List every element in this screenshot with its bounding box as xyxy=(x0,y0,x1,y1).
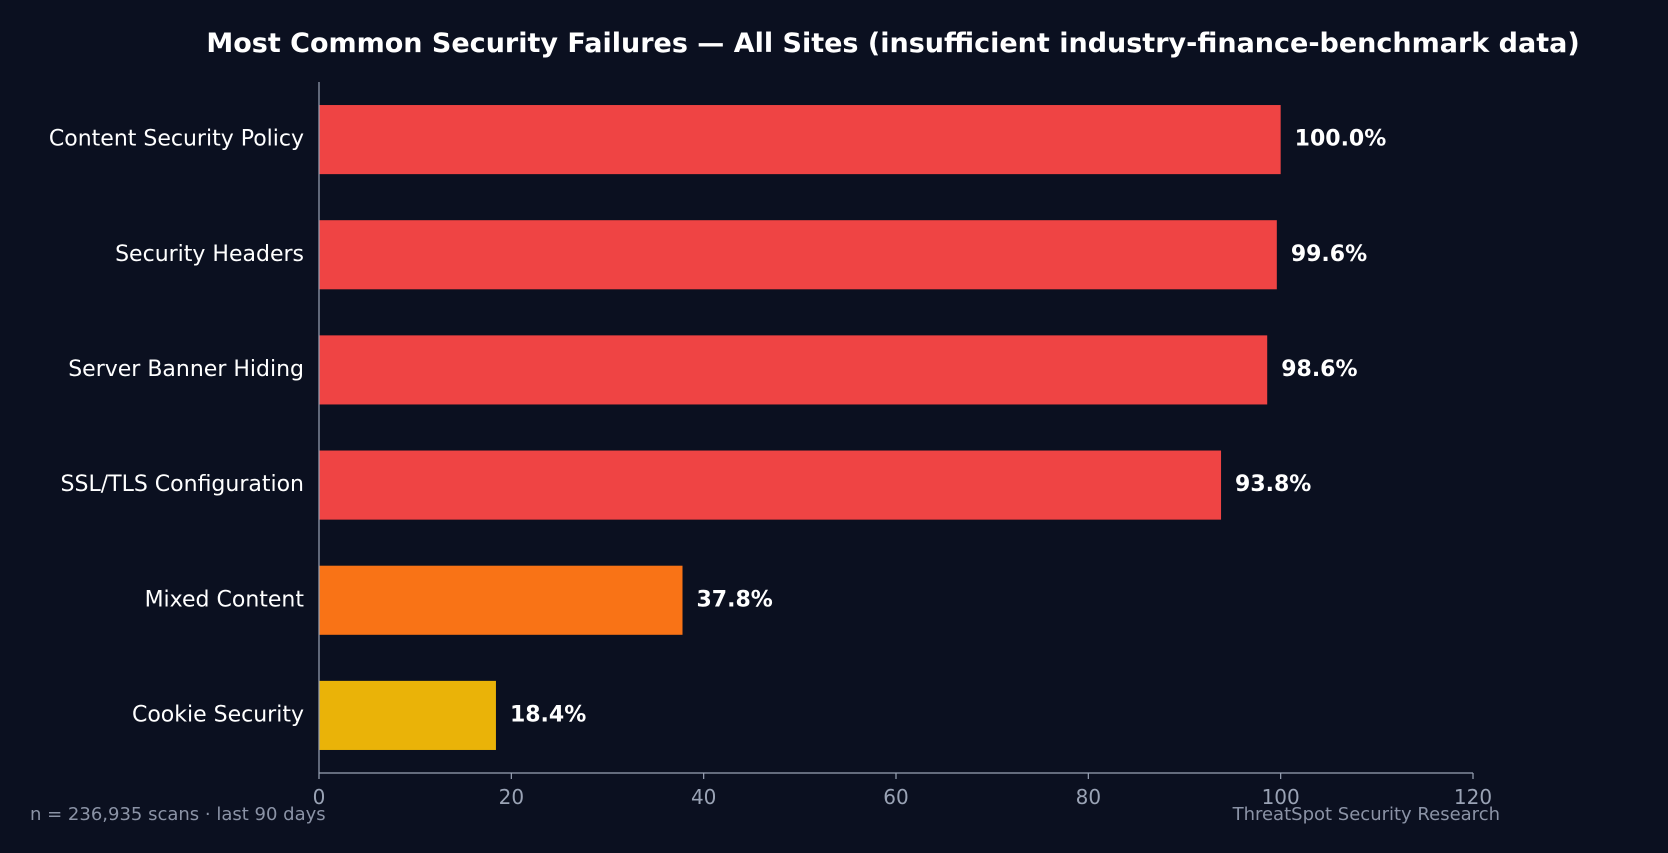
bar-mixed-content xyxy=(319,565,683,635)
value-label-ssl-tls-configuration: 93.8% xyxy=(1235,472,1311,497)
chart-title: Most Common Security Failures — All Site… xyxy=(206,28,1579,59)
x-tick-label-100: 100 xyxy=(1262,785,1300,809)
category-label-content-security-policy: Content Security Policy xyxy=(49,127,304,152)
bar-ssl-tls-configuration xyxy=(319,450,1222,520)
category-label-ssl-tls-configuration: SSL/TLS Configuration xyxy=(61,472,304,497)
value-label-mixed-content: 37.8% xyxy=(697,587,773,612)
footer-attribution: ThreatSpot Security Research xyxy=(1232,804,1500,825)
value-label-server-banner-hiding: 98.6% xyxy=(1281,357,1357,382)
x-tick-label-40: 40 xyxy=(691,785,716,809)
value-label-content-security-policy: 100.0% xyxy=(1295,127,1387,152)
category-label-cookie-security: Cookie Security xyxy=(132,702,304,727)
x-tick-label-0: 0 xyxy=(313,785,326,809)
category-label-security-headers: Security Headers xyxy=(115,242,304,267)
value-label-security-headers: 99.6% xyxy=(1291,242,1367,267)
x-tick-label-60: 60 xyxy=(883,785,908,809)
axes-group: 0 20 40 60 80 100 120 xyxy=(313,82,1492,809)
category-label-server-banner-hiding: Server Banner Hiding xyxy=(68,357,304,382)
x-tick-label-120: 120 xyxy=(1454,785,1492,809)
bar-content-security-policy xyxy=(319,105,1281,175)
bars-group: 100.0% Content Security Policy 99.6% Securi… xyxy=(49,105,1386,750)
value-label-cookie-security: 18.4% xyxy=(510,702,586,727)
footer-sample-size: n = 236,935 scans · last 90 days xyxy=(30,804,326,825)
category-label-mixed-content: Mixed Content xyxy=(145,587,305,612)
x-tick-label-80: 80 xyxy=(1076,785,1101,809)
bar-cookie-security xyxy=(319,680,496,750)
x-tick-label-20: 20 xyxy=(499,785,524,809)
bar-server-banner-hiding xyxy=(319,335,1268,405)
bar-security-headers xyxy=(319,220,1277,290)
